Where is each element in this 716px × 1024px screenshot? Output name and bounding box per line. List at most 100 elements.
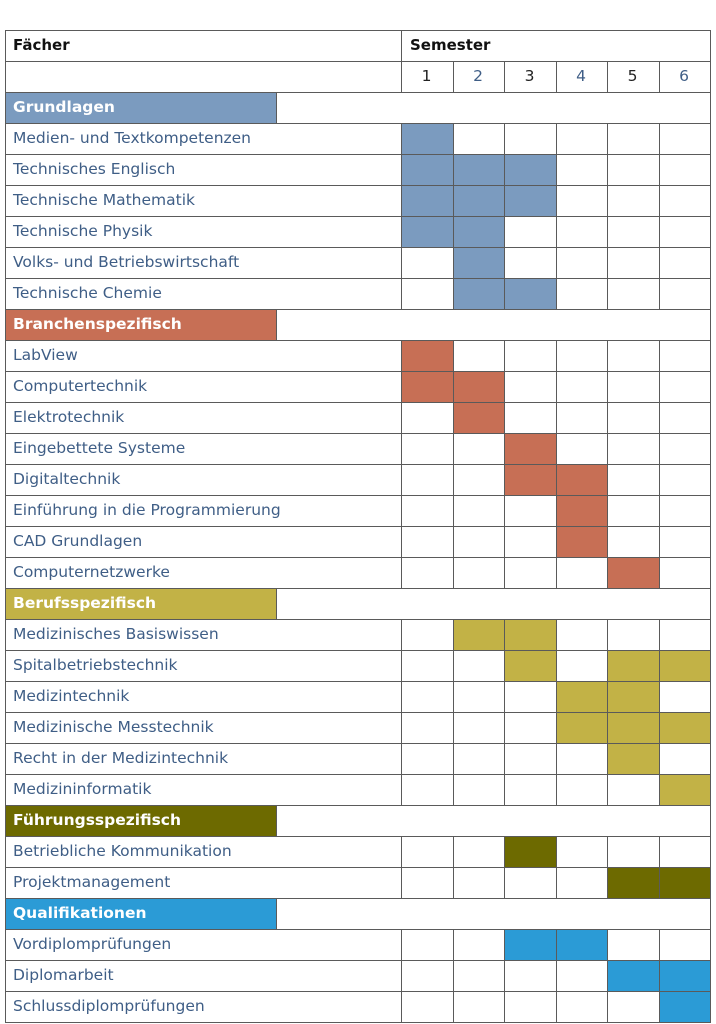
grid-line <box>556 154 557 186</box>
grid-line <box>659 867 660 899</box>
grid-line <box>556 433 557 465</box>
grid-line <box>607 464 608 496</box>
grid-line <box>504 340 505 372</box>
grid-line <box>607 929 608 961</box>
grid-line <box>659 278 660 310</box>
grid-line <box>401 247 402 279</box>
grid-line <box>453 185 454 217</box>
grid-line <box>504 774 505 806</box>
grid-line <box>453 402 454 434</box>
grid-line <box>453 712 454 744</box>
grid-line <box>607 123 608 155</box>
grid-line <box>401 464 402 496</box>
grid-line <box>401 30 402 93</box>
semester-number: 2 <box>473 67 483 85</box>
grid-line <box>276 805 277 837</box>
subject-name: Technische Chemie <box>13 284 162 302</box>
subject-name: Volks- und Betriebswirtschaft <box>13 253 240 271</box>
grid-line <box>276 92 277 124</box>
grid-line <box>5 712 711 713</box>
subject-name: Computertechnik <box>13 377 148 395</box>
semester-cell-filled <box>607 650 659 681</box>
semester-cell-filled <box>607 960 659 991</box>
grid-line <box>504 154 505 186</box>
semester-number: 6 <box>679 67 689 85</box>
grid-line <box>453 526 454 558</box>
group-band <box>5 92 276 123</box>
grid-line <box>401 185 402 217</box>
semester-cell-filled <box>555 526 607 557</box>
grid-line <box>5 464 711 465</box>
grid-line <box>453 867 454 899</box>
semester-cell-filled <box>504 650 556 681</box>
grid-line <box>401 526 402 558</box>
grid-line <box>607 867 608 899</box>
subject-name: Technische Physik <box>13 222 153 240</box>
semester-cell-filled <box>658 774 710 805</box>
grid-line <box>556 526 557 558</box>
grid-line <box>504 619 505 651</box>
semester-cell-filled <box>555 495 607 526</box>
semester-cell-filled <box>452 371 504 402</box>
grid-line <box>607 61 608 93</box>
grid-line <box>556 929 557 961</box>
grid-line <box>401 495 402 527</box>
grid-line <box>5 619 711 620</box>
grid-line <box>453 619 454 651</box>
grid-line <box>401 216 402 248</box>
grid-line <box>5 743 711 744</box>
grid-line <box>556 402 557 434</box>
grid-line <box>659 712 660 744</box>
grid-line <box>607 340 608 372</box>
grid-line <box>401 929 402 961</box>
grid-line <box>5 154 711 155</box>
grid-line <box>659 991 660 1023</box>
semester-cell-filled <box>504 433 556 464</box>
grid-line <box>504 123 505 155</box>
semester-cell-filled <box>452 154 504 185</box>
grid-line <box>5 650 711 651</box>
grid-line <box>659 433 660 465</box>
grid-line <box>401 433 402 465</box>
grid-line <box>504 278 505 310</box>
subject-name: Digitaltechnik <box>13 470 121 488</box>
grid-line <box>5 960 711 961</box>
grid-line <box>401 340 402 372</box>
semester-cell-filled <box>658 650 710 681</box>
grid-line <box>607 526 608 558</box>
semester-cell-filled <box>504 464 556 495</box>
subject-name: Eingebettete Systeme <box>13 439 186 457</box>
grid-line <box>659 743 660 775</box>
grid-line <box>504 402 505 434</box>
subject-name: Medien- und Textkompetenzen <box>13 129 252 147</box>
grid-line <box>5 588 711 589</box>
subject-name: Medizinisches Basiswissen <box>13 625 219 643</box>
grid-line <box>276 309 277 341</box>
grid-line <box>607 278 608 310</box>
grid-line <box>556 991 557 1023</box>
grid-line <box>607 650 608 682</box>
semester-cell-filled <box>504 836 556 867</box>
grid-line <box>5 805 711 806</box>
grid-line <box>556 557 557 589</box>
semester-cell-filled <box>401 123 453 154</box>
grid-line <box>401 371 402 403</box>
grid-line <box>607 185 608 217</box>
grid-line <box>504 464 505 496</box>
grid-line <box>659 154 660 186</box>
group-title: Branchenspezifisch <box>13 315 182 333</box>
grid-line <box>607 712 608 744</box>
group-band <box>5 588 276 619</box>
grid-line <box>453 123 454 155</box>
subject-name: Technische Mathematik <box>13 191 195 209</box>
grid-line <box>556 464 557 496</box>
grid-line <box>504 867 505 899</box>
semester-cell-filled <box>658 867 710 898</box>
semester-cell-filled <box>401 154 453 185</box>
group-band <box>5 309 276 340</box>
subject-name: LabView <box>13 346 78 364</box>
grid-line <box>5 92 711 93</box>
grid-line <box>276 588 277 620</box>
subject-name: Medizintechnik <box>13 687 130 705</box>
